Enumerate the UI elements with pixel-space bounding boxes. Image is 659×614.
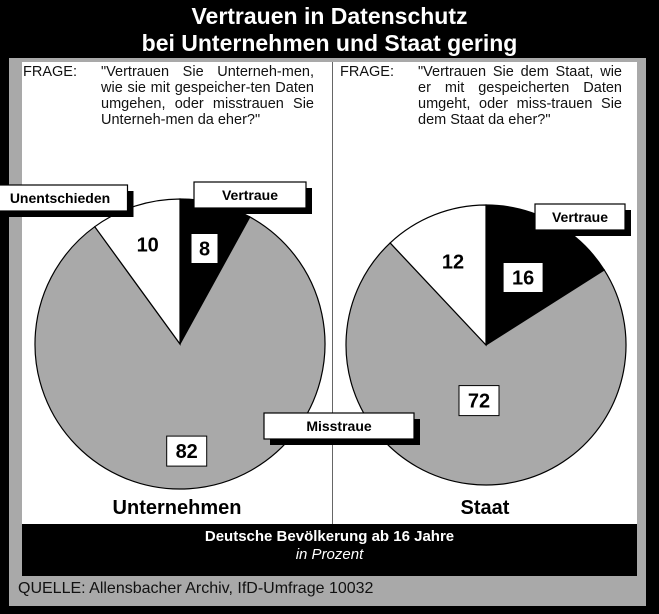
question-unternehmen: FRAGE: "Vertrauen Sie Unterneh-men, wie … <box>23 64 314 128</box>
value-label-staat-vertraue: 16 <box>512 268 534 290</box>
value-label-unternehmen-vertraue: 8 <box>199 239 210 261</box>
pie-slice-unternehmen-unentschieden <box>93 198 181 346</box>
legend-vertraue-unternehmen: Vertraue <box>222 187 278 203</box>
value-box-unternehmen-misstraue <box>166 435 208 467</box>
value-box-unternehmen-vertraue <box>190 233 219 264</box>
source-note: QUELLE: Allensbacher Archiv, IfD-Umfrage… <box>18 580 374 597</box>
legend-unentschieden: Unentschieden <box>10 190 110 206</box>
chart-title-line-2: bei Unternehmen und Staat gering <box>141 30 518 56</box>
legend-vertraue-staat: Vertraue <box>552 209 608 225</box>
pie-slice-staat-unentschieden <box>389 204 487 347</box>
question-label: FRAGE: <box>340 64 394 80</box>
pie-title-staat: Staat <box>460 497 510 519</box>
legend-misstraue-box <box>263 412 415 440</box>
legend-unentschieden-box <box>0 184 129 212</box>
title-bar: Vertrauen in Datenschutz bei Unternehmen… <box>0 0 659 62</box>
question-text: "Vertrauen Sie Unterneh-men, wie sie mit… <box>101 64 314 128</box>
value-label-unternehmen-unentschieden: 10 <box>137 235 159 257</box>
chart-title-line-1: Vertrauen in Datenschutz <box>191 3 468 29</box>
question-staat: FRAGE: "Vertrauen Sie dem Staat, wie er … <box>340 64 622 128</box>
pie-title-unternehmen: Unternehmen <box>112 497 242 519</box>
value-label-staat-misstraue: 72 <box>468 391 490 413</box>
panel-divider <box>332 62 333 524</box>
value-box-staat-vertraue <box>502 262 544 293</box>
footer-unit: in Prozent <box>295 546 364 563</box>
legend-vertraue-unternehmen-box <box>193 181 307 209</box>
footer-population: Deutsche Bevölkerung ab 16 Jahre <box>204 528 455 545</box>
pie-slice-unternehmen-misstraue <box>34 216 326 490</box>
legend-vertraue-staat-box <box>534 203 626 231</box>
value-box-staat-misstraue <box>458 385 500 417</box>
question-label: FRAGE: <box>23 64 77 80</box>
footer-bar: Deutsche Bevölkerung ab 16 Jahre in Proz… <box>22 524 637 576</box>
value-label-staat-unentschieden: 12 <box>442 252 464 274</box>
question-text: "Vertrauen Sie dem Staat, wie er mit ges… <box>418 64 622 128</box>
value-label-unternehmen-misstraue: 82 <box>176 441 198 463</box>
legend-misstraue: Misstraue <box>306 418 372 434</box>
